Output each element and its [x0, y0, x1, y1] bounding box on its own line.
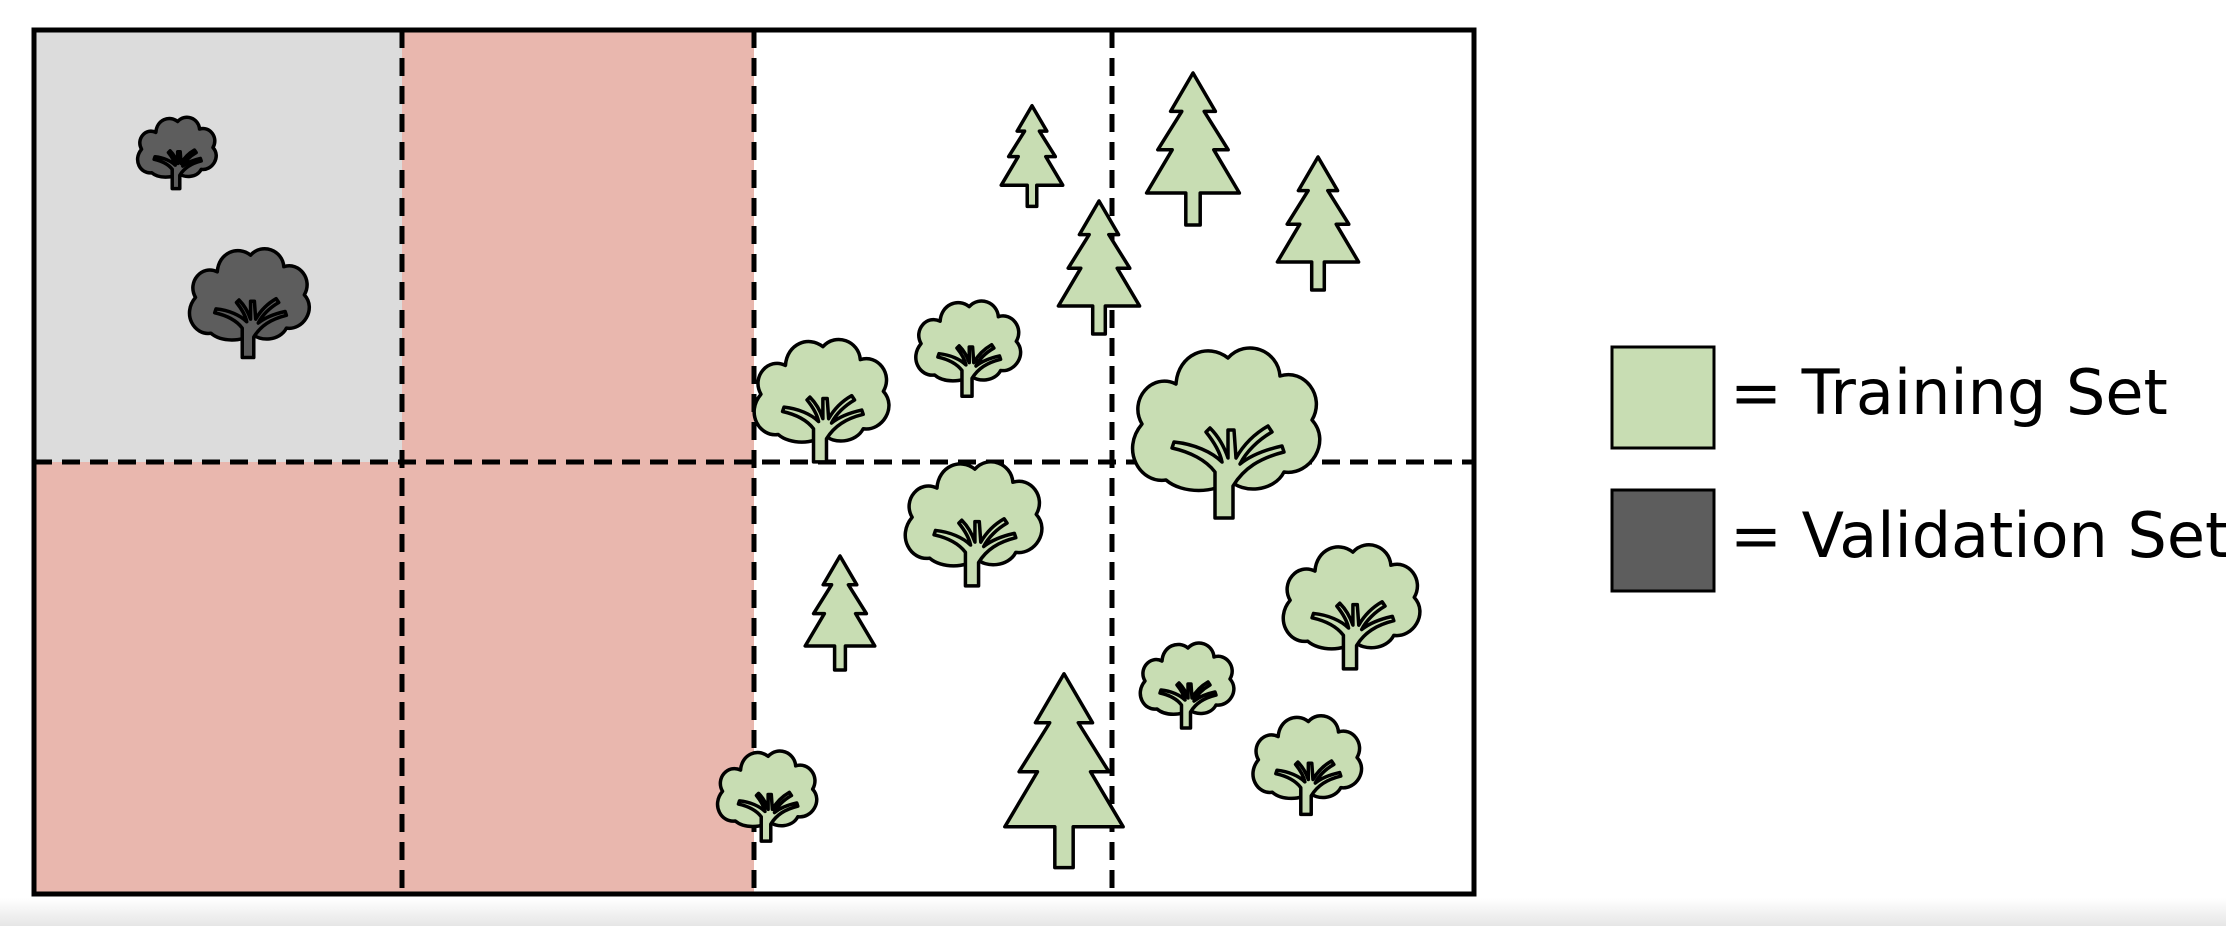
- legend-validation-label: = Validation Set: [1730, 499, 2226, 572]
- deciduous-tree-icon-training: [1251, 714, 1364, 817]
- deciduous-tree-icon-training: [1281, 543, 1422, 671]
- grid-frame: [31, 27, 1477, 897]
- bottom-shade: [0, 898, 2226, 926]
- deciduous-tree-icon-validation: [135, 115, 218, 191]
- grid-cell-r1-c1: [402, 462, 754, 894]
- conifer-tree-icon-training: [1275, 155, 1361, 292]
- grid-cell-r1-c0: [34, 462, 402, 894]
- deciduous-tree-icon-training: [914, 299, 1023, 398]
- legend: = Training Set = Validation Set: [1610, 345, 2226, 593]
- deciduous-tree-icon-training: [752, 337, 891, 464]
- deciduous-tree-icon-training: [903, 460, 1044, 588]
- conifer-tree-icon-training: [999, 103, 1065, 209]
- conifer-tree-icon-training: [803, 554, 877, 672]
- legend-training-label: = Training Set: [1730, 356, 2168, 429]
- legend-validation-swatch: [1610, 488, 1716, 593]
- grid-cell-r0-c0: [34, 30, 402, 462]
- deciduous-tree-icon-training: [715, 749, 819, 843]
- legend-training-swatch: [1610, 345, 1716, 450]
- conifer-tree-icon-training: [1144, 71, 1242, 227]
- conifer-tree-icon-training: [1056, 199, 1142, 336]
- grid-lines: [34, 30, 1474, 894]
- deciduous-tree-icon-training: [1130, 346, 1322, 520]
- conifer-tree-icon-training: [1003, 672, 1125, 870]
- grid-cell-r0-c1: [402, 30, 754, 462]
- trees: [135, 71, 1422, 870]
- deciduous-tree-icon-validation: [187, 247, 312, 360]
- deciduous-tree-icon-training: [1138, 641, 1236, 730]
